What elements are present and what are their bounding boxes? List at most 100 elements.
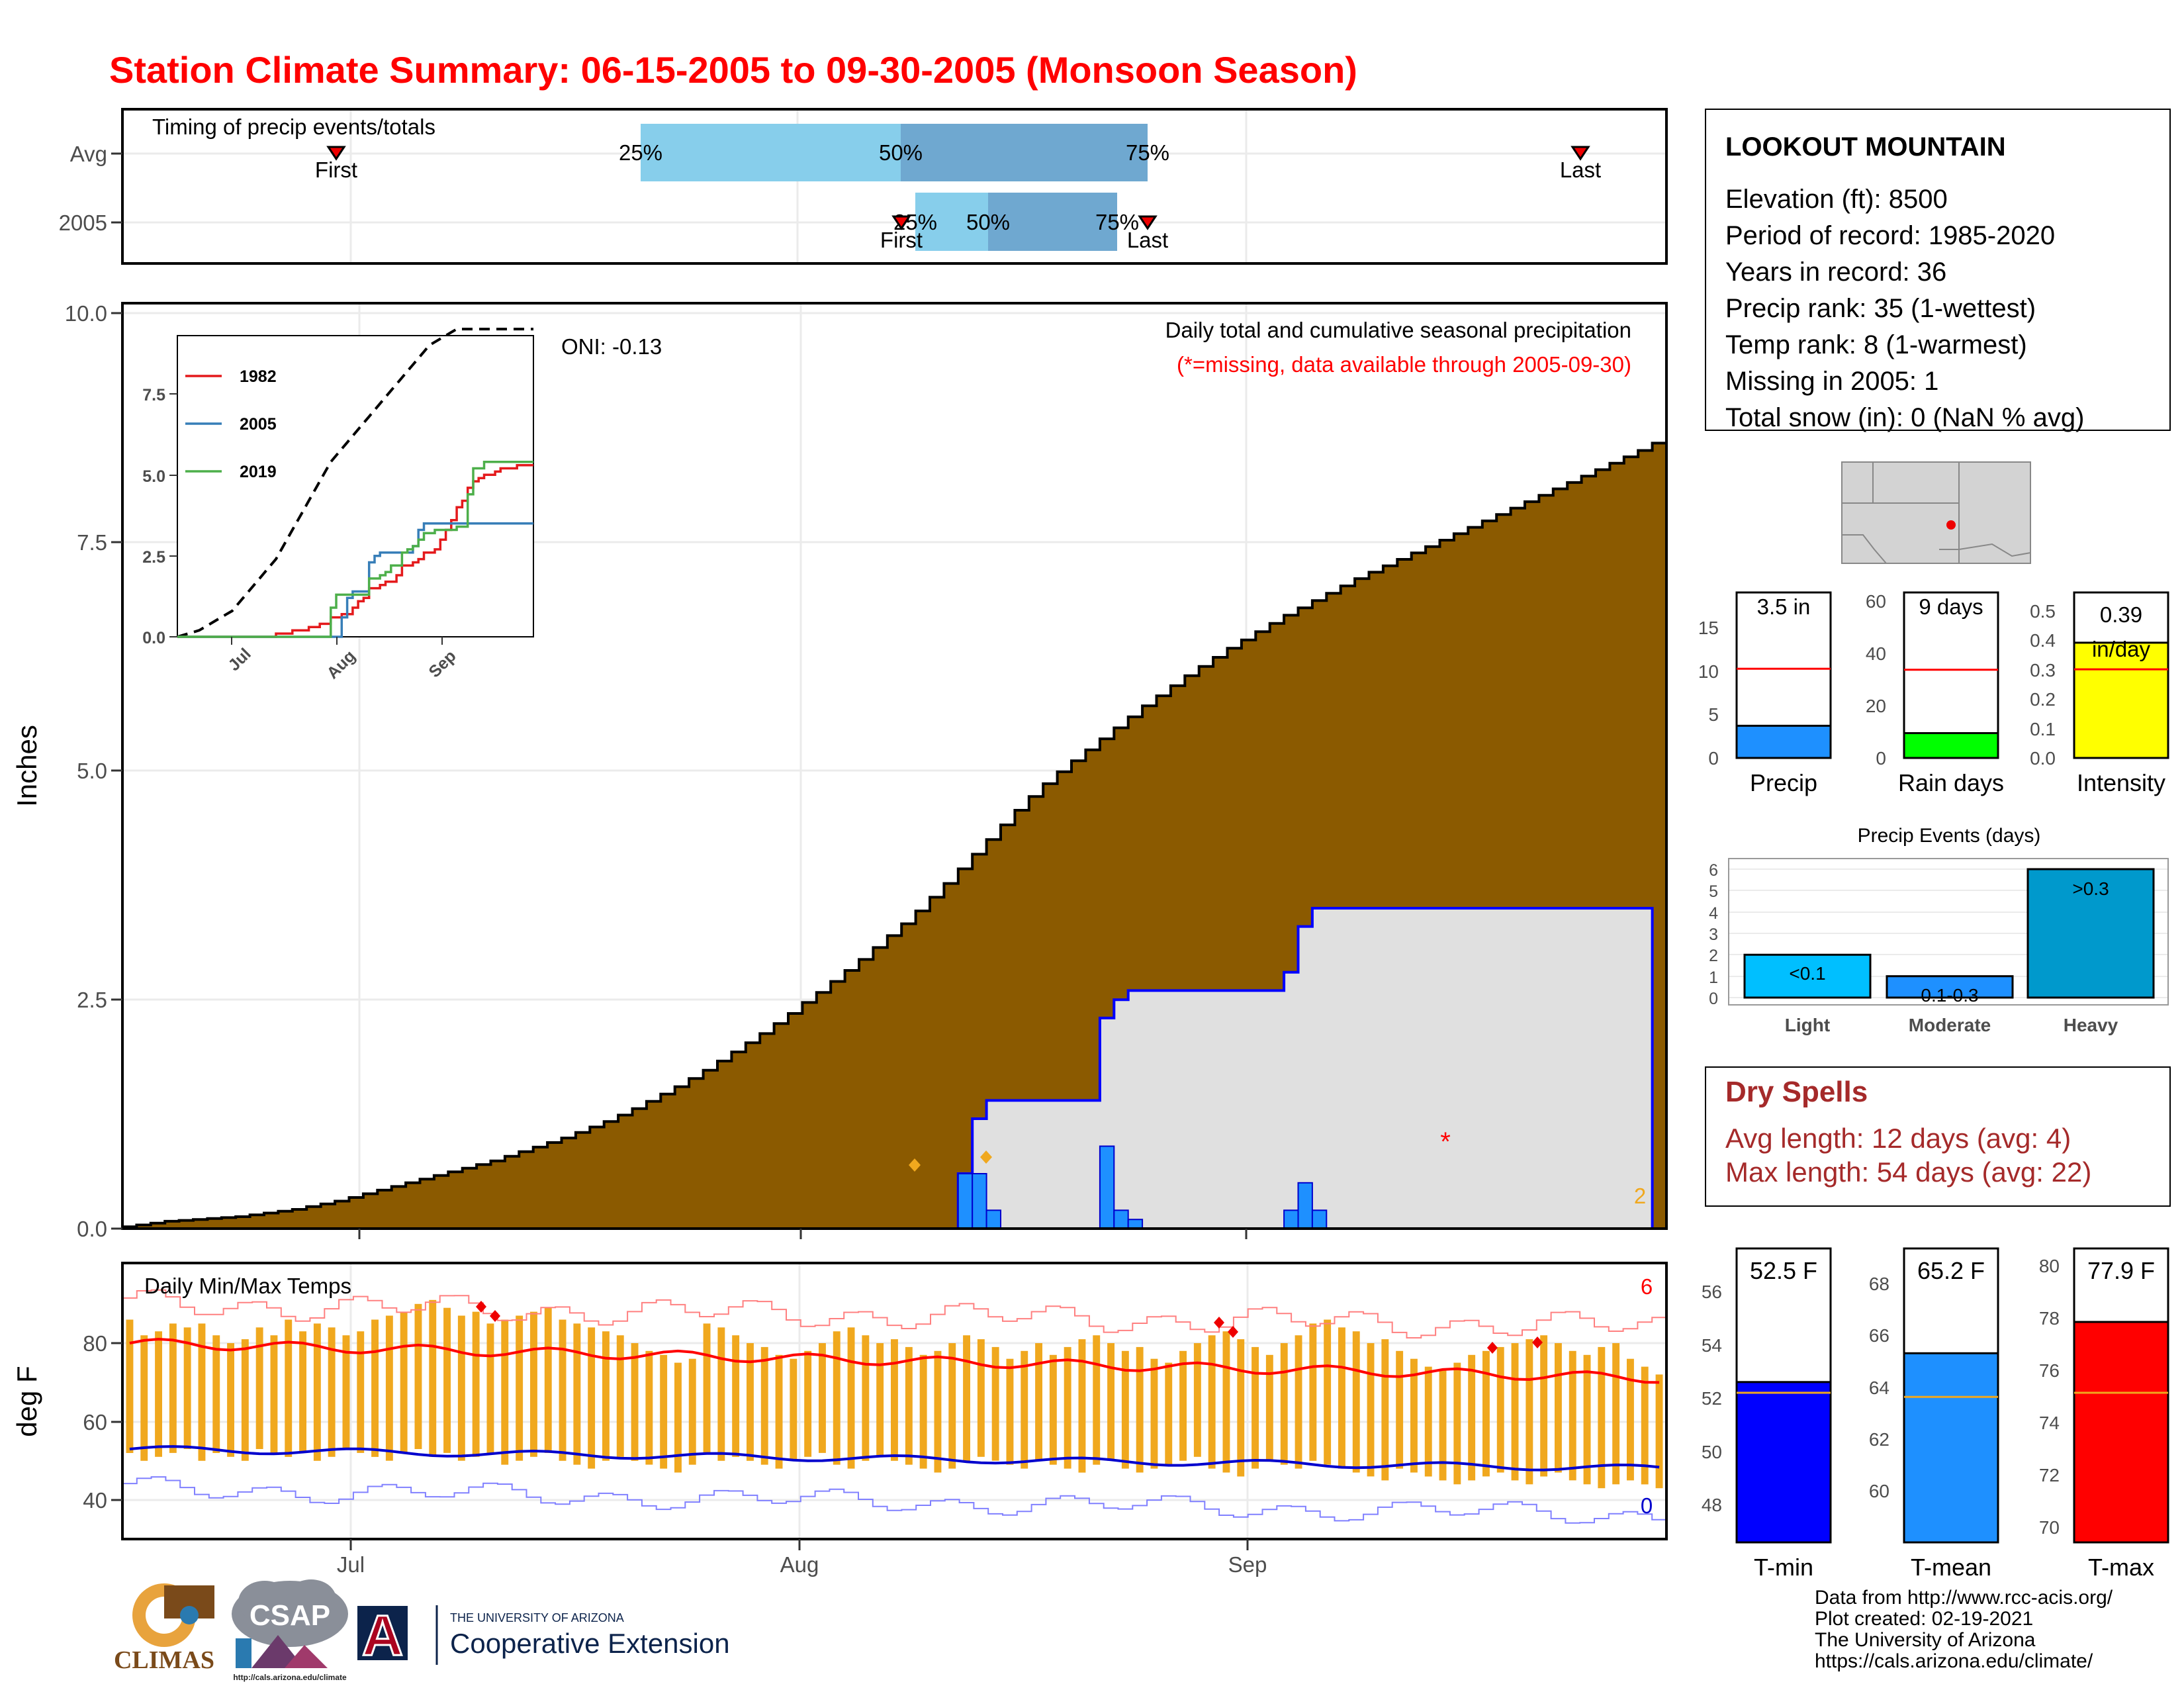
daily-temp-bar — [457, 1315, 465, 1461]
rain-bar-ytick: 60 — [1866, 591, 1886, 612]
daily-temp-bar — [1265, 1354, 1273, 1461]
daily-temp-bar — [804, 1350, 812, 1457]
daily-temp-bar — [501, 1319, 509, 1465]
dry-spells-box: Dry Spells Avg length: 12 days (avg: 4) … — [1705, 1066, 2171, 1207]
daily-temp-bar — [1598, 1346, 1606, 1489]
daily-temp-bar — [1612, 1343, 1620, 1485]
events-cat-heavy: Heavy — [2064, 1015, 2118, 1035]
daily-temp-bar — [155, 1331, 162, 1457]
daily-temp-bar — [357, 1331, 365, 1453]
daily-temp-bar — [616, 1335, 624, 1457]
int-bar-ytick: 0.2 — [2030, 689, 2056, 710]
daily-temp-bar — [516, 1315, 523, 1461]
int-bar-ytick: 0.0 — [2030, 748, 2056, 769]
daily-temp-bar — [443, 1307, 451, 1453]
daily-temp-bar — [1309, 1323, 1317, 1461]
daily-temp-bar — [1193, 1343, 1201, 1457]
dry-spells-avg-line: Avg length: 12 days (avg: 4) — [1725, 1123, 2071, 1154]
daily-temp-bar — [1150, 1358, 1158, 1469]
timing-avg-last-marker — [1570, 146, 1590, 161]
daily-temp-bar — [342, 1335, 350, 1449]
intensity-value-label: 0.39 — [2100, 602, 2142, 627]
precip-ytick-3: 7.5 — [77, 530, 107, 555]
inset-legend-2019: 2019 — [240, 463, 277, 481]
precip-count-label: 2 — [1634, 1184, 1646, 1208]
avg-min-temp-line — [129, 1445, 1660, 1472]
daily-temp-bar — [790, 1358, 797, 1461]
precip-missing-note: (*=missing, data available through 2005-… — [1177, 352, 1631, 377]
inset-ytick-2: 5.0 — [142, 467, 165, 486]
temp-min-count: 0 — [1641, 1493, 1653, 1518]
tmin-value-label: 52.5 F — [1750, 1257, 1817, 1284]
rain-bar-ytick: 40 — [1866, 643, 1886, 664]
inset-ytick-0: 0.0 — [142, 629, 165, 647]
daily-temp-bar — [1093, 1335, 1101, 1465]
timing-2005-q50-q75 — [988, 193, 1117, 251]
daily-temp-bar — [486, 1323, 494, 1453]
precip-bar-ytick: 5 — [1708, 704, 1719, 725]
timing-2005-first: First — [880, 228, 923, 252]
daily-temp-bar — [1006, 1358, 1014, 1465]
daily-temp-bar — [241, 1339, 249, 1461]
inset-xtick-sep: Sep — [425, 647, 459, 681]
daily-temp-bar — [717, 1327, 725, 1461]
daily-temp-bar — [313, 1323, 321, 1461]
timing-2005-last-marker — [1138, 215, 1158, 230]
footer-line-url: https://cals.arizona.edu/climate/ — [1815, 1650, 2093, 1672]
timing-2005-q25-q50 — [915, 193, 988, 251]
station-name: LOOKOUT MOUNTAIN — [1725, 132, 2006, 162]
events-bar-label-heavy: >0.3 — [2072, 878, 2109, 899]
tmax-ytick: 74 — [2039, 1413, 2060, 1433]
xtick-aug: Aug — [780, 1552, 819, 1577]
station-line-years: Years in record: 36 — [1725, 258, 1946, 287]
precip-ytick-1: 2.5 — [77, 988, 107, 1012]
timing-panel: Timing of precip events/totals Avg 2005 … — [59, 108, 1668, 265]
timing-2005-first-marker — [891, 215, 911, 230]
rain-days-value-label: 9 days — [1919, 594, 1983, 619]
inset-avg-line — [177, 328, 533, 638]
daily-temp-bar — [1251, 1346, 1259, 1469]
station-location-dot — [1946, 520, 1956, 530]
events-ytick: 1 — [1709, 968, 1718, 987]
precip-caption: Daily total and cumulative seasonal prec… — [1165, 318, 1631, 342]
rain-days-value-bar — [1903, 732, 1999, 759]
daily-precip-bar — [1099, 1145, 1115, 1229]
daily-temp-bar — [140, 1335, 148, 1461]
daily-temp-bar — [1021, 1350, 1028, 1469]
record-max-marker — [490, 1310, 500, 1322]
daily-temp-bar — [1237, 1339, 1245, 1477]
record-min-line — [122, 1476, 1666, 1524]
daily-temp-bar — [212, 1335, 220, 1453]
csap-logo: CSAP http://cals.arizona.edu/climate — [232, 1579, 348, 1682]
record-max-marker — [1487, 1342, 1498, 1354]
daily-temp-bar — [371, 1319, 379, 1457]
events-bar-label-moderate: 0.1-0.3 — [1921, 985, 1978, 1006]
daily-temp-bar — [1468, 1354, 1476, 1481]
daily-temp-bar — [1324, 1319, 1332, 1465]
tmin-ytick: 56 — [1702, 1282, 1722, 1302]
tmin-value-bar — [1735, 1381, 1832, 1544]
daily-temp-bar — [588, 1327, 596, 1469]
rain-days-summary-bar: 9 days Rain days 0 20 40 60 — [1866, 591, 2004, 796]
station-line-temp-rank: Temp rank: 8 (1-warmest) — [1725, 330, 2027, 359]
svg-text:CSAP: CSAP — [250, 1599, 330, 1632]
tmax-value-bar — [2073, 1321, 2169, 1544]
events-bar — [1743, 953, 1872, 999]
tmax-summary-bar: 77.9 F T-max 70 72 74 76 78 80 — [2039, 1247, 2169, 1581]
daily-temp-bar — [847, 1327, 855, 1469]
daily-temp-bar — [760, 1346, 768, 1465]
daily-temp-bar — [255, 1327, 263, 1449]
inset-series-2019 — [177, 461, 533, 638]
daily-temp-bar — [977, 1339, 985, 1457]
station-info-box: LOOKOUT MOUNTAIN Elevation (ft): 8500 Pe… — [1705, 109, 2171, 432]
daily-temp-bar — [1035, 1343, 1042, 1461]
tmax-ytick: 70 — [2039, 1517, 2060, 1538]
intensity-summary-bar: 0.39 in/day Intensity 0.0 0.1 0.2 0.3 0.… — [2030, 591, 2169, 796]
intensity-unit-label: in/day — [2092, 637, 2151, 661]
daily-temp-bar — [631, 1343, 639, 1461]
int-bar-ytick: 0.1 — [2030, 719, 2056, 739]
xtick-jul: Jul — [337, 1552, 365, 1577]
record-max-marker — [476, 1301, 486, 1313]
precip-value-label: 3.5 in — [1757, 594, 1811, 619]
